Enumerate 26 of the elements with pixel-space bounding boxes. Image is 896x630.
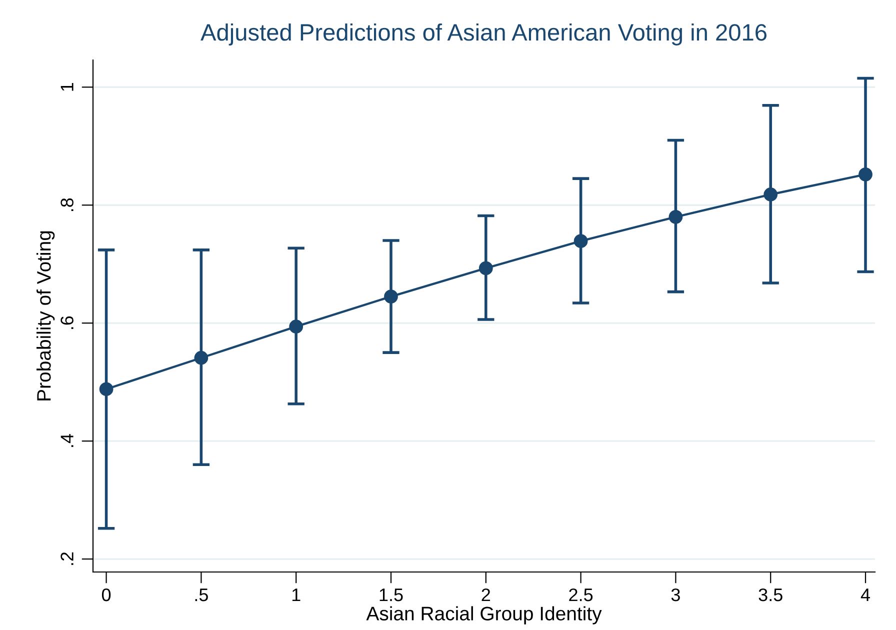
point [99, 382, 114, 396]
x-tick-label: 4 [860, 588, 870, 602]
x-tick-label: .5 [195, 588, 208, 602]
x-tick-label: 2 [482, 588, 490, 602]
point [764, 188, 778, 202]
point [384, 290, 398, 304]
x-tick-label: 2.5 [569, 588, 593, 602]
y-tick-label: .6 [60, 316, 74, 329]
point [668, 210, 683, 224]
y-tick-label: .2 [60, 552, 74, 565]
y-tick-label: .4 [60, 434, 74, 447]
x-tick-label: 1.5 [380, 588, 403, 602]
x-tick-label: 3.5 [758, 588, 782, 602]
y-axis-title: Probability of Voting [36, 231, 55, 400]
point [858, 167, 872, 182]
point [574, 234, 588, 248]
y-tick-label: .8 [60, 198, 74, 211]
x-tick-label: 3 [671, 588, 680, 602]
point [194, 350, 208, 365]
x-tick-label: 1 [292, 588, 300, 602]
chart-title: Adjusted Predictions of Asian American Voting in 2016 [200, 23, 766, 46]
point [478, 261, 493, 276]
x-tick-label: 0 [102, 588, 111, 602]
y-tick-label: 1 [60, 82, 74, 91]
point [289, 320, 304, 334]
x-axis-title: Asian Racial Group Identity [366, 606, 602, 624]
